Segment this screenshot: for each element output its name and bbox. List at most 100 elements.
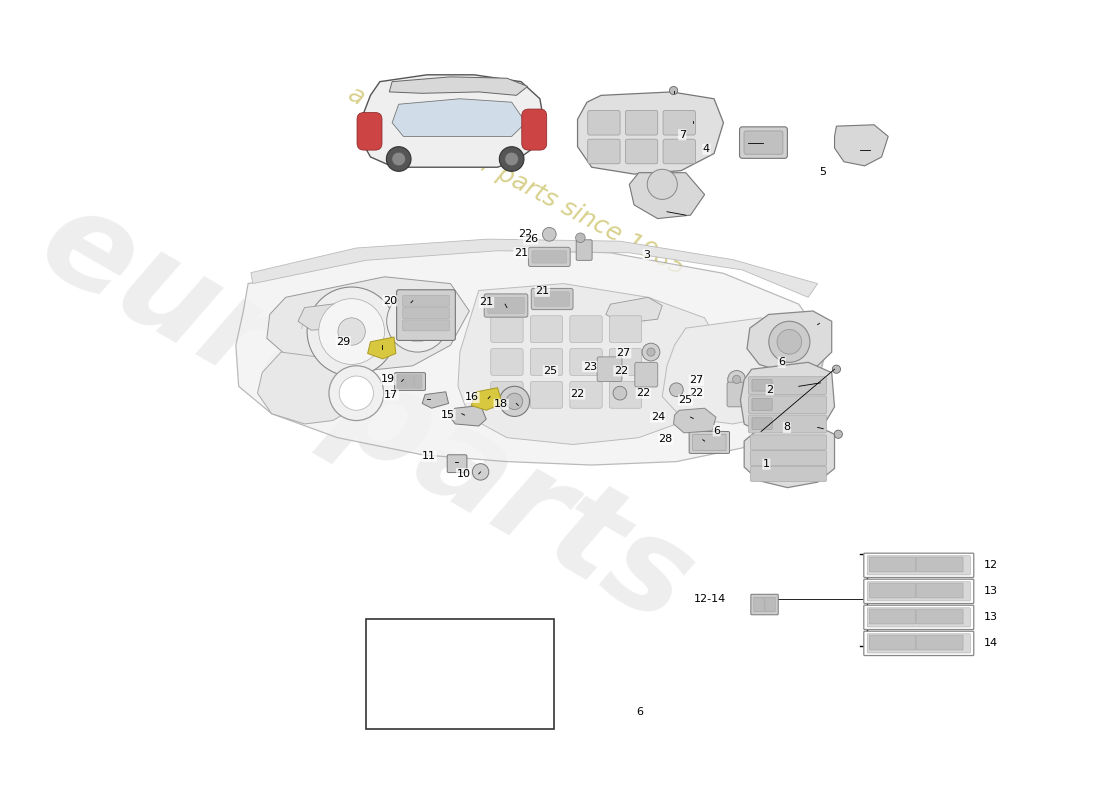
Text: 25: 25 [679, 395, 693, 405]
Polygon shape [422, 392, 449, 408]
FancyBboxPatch shape [752, 418, 772, 430]
Circle shape [472, 464, 488, 480]
Text: 20: 20 [383, 296, 397, 306]
FancyBboxPatch shape [867, 556, 970, 575]
FancyBboxPatch shape [693, 434, 726, 450]
Text: 26: 26 [524, 234, 538, 244]
FancyBboxPatch shape [867, 634, 970, 653]
Circle shape [387, 290, 449, 352]
FancyBboxPatch shape [750, 450, 826, 466]
FancyBboxPatch shape [867, 608, 970, 627]
Text: 7: 7 [679, 130, 685, 140]
Text: 8: 8 [783, 422, 791, 432]
Polygon shape [361, 75, 544, 167]
Text: 19: 19 [382, 374, 395, 385]
Text: 27: 27 [616, 348, 630, 358]
Polygon shape [235, 250, 827, 465]
FancyBboxPatch shape [448, 454, 466, 473]
Circle shape [769, 322, 810, 362]
Text: 13: 13 [983, 586, 998, 596]
Circle shape [386, 146, 411, 171]
Text: 22: 22 [571, 389, 585, 399]
Text: 12-14: 12-14 [693, 594, 726, 603]
FancyBboxPatch shape [487, 298, 525, 314]
FancyBboxPatch shape [528, 247, 570, 266]
Circle shape [329, 366, 384, 421]
Polygon shape [740, 362, 835, 438]
Text: 11: 11 [422, 451, 437, 462]
FancyBboxPatch shape [570, 316, 602, 342]
Text: 27: 27 [690, 375, 704, 386]
Circle shape [499, 386, 529, 417]
Circle shape [575, 233, 585, 242]
FancyBboxPatch shape [570, 349, 602, 375]
FancyBboxPatch shape [751, 594, 778, 614]
Text: 17: 17 [384, 390, 398, 400]
FancyBboxPatch shape [916, 609, 964, 624]
FancyBboxPatch shape [626, 110, 658, 135]
Circle shape [834, 430, 843, 438]
FancyBboxPatch shape [597, 357, 622, 382]
Text: 21: 21 [514, 248, 528, 258]
FancyBboxPatch shape [397, 374, 405, 388]
Polygon shape [298, 302, 356, 330]
Circle shape [392, 152, 406, 166]
Text: a passion for parts since 1985: a passion for parts since 1985 [344, 82, 689, 280]
Text: 6: 6 [713, 426, 721, 436]
Text: 24: 24 [651, 412, 666, 422]
Text: 22: 22 [614, 366, 628, 376]
FancyBboxPatch shape [570, 382, 602, 408]
Text: 6: 6 [778, 358, 785, 367]
Text: 4: 4 [703, 144, 710, 154]
Circle shape [833, 365, 840, 374]
FancyBboxPatch shape [406, 374, 414, 388]
Polygon shape [673, 408, 716, 433]
Circle shape [397, 301, 438, 342]
FancyBboxPatch shape [635, 362, 658, 387]
Text: 21: 21 [480, 298, 494, 307]
FancyBboxPatch shape [491, 316, 524, 342]
FancyBboxPatch shape [609, 316, 641, 342]
Polygon shape [629, 173, 705, 218]
Polygon shape [606, 298, 662, 323]
FancyBboxPatch shape [869, 583, 916, 598]
FancyBboxPatch shape [752, 379, 772, 391]
FancyBboxPatch shape [663, 110, 695, 135]
Text: 22: 22 [690, 388, 704, 398]
FancyBboxPatch shape [764, 598, 776, 612]
Text: 21: 21 [536, 286, 549, 296]
Polygon shape [449, 406, 486, 426]
Polygon shape [745, 424, 835, 488]
Text: 23: 23 [583, 362, 597, 372]
Text: 22: 22 [636, 388, 650, 398]
FancyBboxPatch shape [916, 557, 964, 572]
Circle shape [777, 330, 802, 354]
Text: 25: 25 [543, 366, 558, 376]
Circle shape [505, 152, 518, 166]
Text: 5: 5 [820, 166, 826, 177]
Text: 14: 14 [983, 638, 998, 648]
Polygon shape [392, 98, 526, 137]
FancyBboxPatch shape [403, 307, 449, 318]
Circle shape [307, 287, 396, 376]
Circle shape [613, 386, 627, 400]
Polygon shape [458, 284, 724, 445]
Text: 3: 3 [644, 250, 650, 259]
Polygon shape [251, 239, 817, 298]
FancyBboxPatch shape [754, 598, 764, 612]
Text: 12: 12 [983, 560, 998, 570]
Bar [365, 619, 554, 729]
FancyBboxPatch shape [869, 557, 916, 572]
Polygon shape [389, 77, 528, 95]
Circle shape [647, 170, 678, 199]
Text: 15: 15 [441, 410, 455, 419]
FancyBboxPatch shape [403, 295, 449, 306]
FancyBboxPatch shape [609, 382, 641, 408]
Text: 28: 28 [659, 434, 673, 444]
Circle shape [670, 383, 683, 397]
Polygon shape [367, 337, 396, 359]
Text: 29: 29 [337, 337, 350, 347]
FancyBboxPatch shape [530, 349, 563, 375]
FancyBboxPatch shape [491, 349, 524, 375]
FancyBboxPatch shape [576, 240, 592, 260]
